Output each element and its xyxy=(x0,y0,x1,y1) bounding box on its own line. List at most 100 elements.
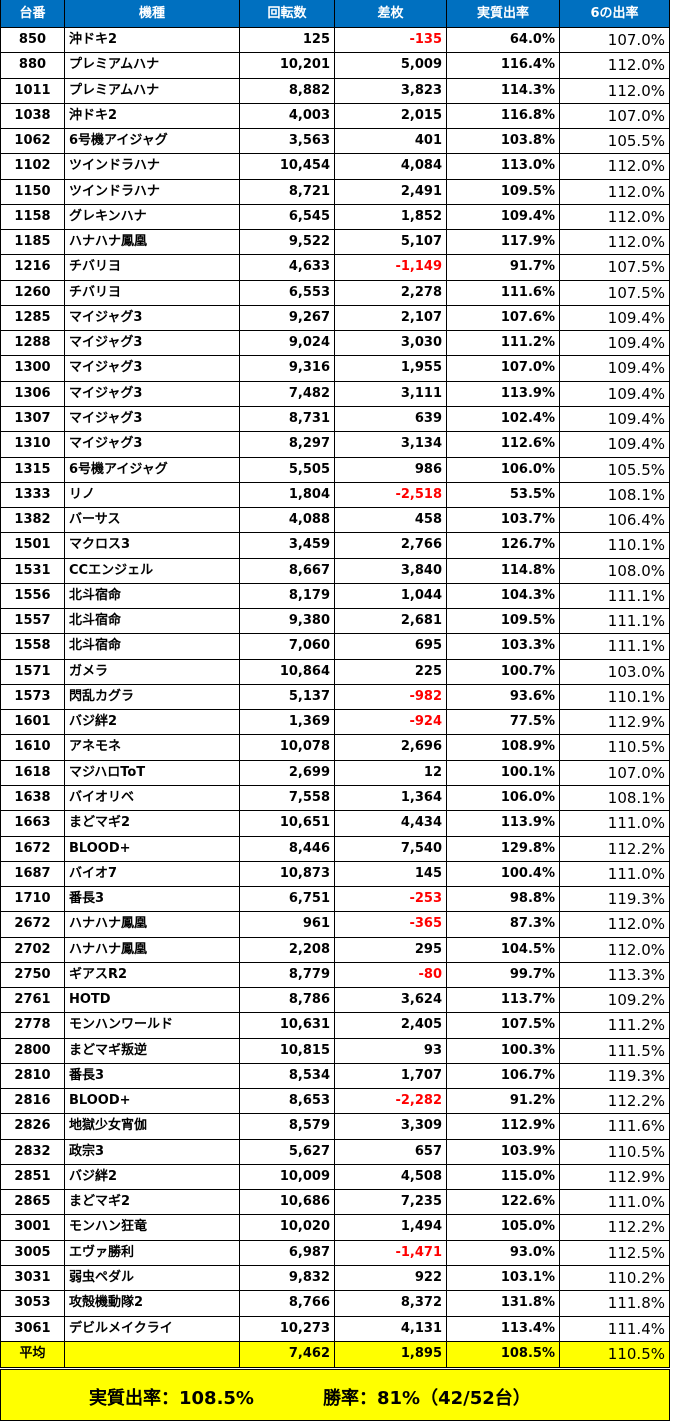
cell: 107.5% xyxy=(560,255,670,280)
cell: 112.0% xyxy=(560,154,670,179)
data-row: 3005 エヴァ勝利 6,987 -1,471 93.0% 112.5% xyxy=(0,1240,670,1267)
data-row: 1216 チバリヨ 4,633 -1,149 91.7% 107.5% xyxy=(0,255,670,281)
cell: 1185 xyxy=(0,230,65,255)
cell: 114.3% xyxy=(447,78,560,103)
cell: ギアスR2 xyxy=(65,962,240,988)
cell: CCエンジェル xyxy=(65,558,240,583)
cell: 107.0% xyxy=(560,103,670,129)
cell: ツインドラハナ xyxy=(65,179,240,204)
cell: 100.3% xyxy=(447,1038,560,1063)
cell: 113.0% xyxy=(447,154,560,179)
data-row: 3053 攻殻機動隊2 8,766 8,372 131.8% 111.8% xyxy=(0,1291,670,1317)
cell: 87.3% xyxy=(447,912,560,937)
cell: 113.4% xyxy=(447,1316,560,1341)
cell: 102.4% xyxy=(447,406,560,432)
cell: 77.5% xyxy=(447,710,560,735)
cell: 112.9% xyxy=(560,710,670,735)
cell: 2,015 xyxy=(335,103,447,129)
cell: 111.2% xyxy=(447,331,560,356)
cell: 4,434 xyxy=(335,811,447,836)
cell: 8,786 xyxy=(240,988,335,1013)
cell: 閃乱カグラ xyxy=(65,684,240,710)
cell: 9,380 xyxy=(240,609,335,634)
cell: 53.5% xyxy=(447,482,560,508)
cell: 10,201 xyxy=(240,53,335,78)
data-row: 1288 マイジャグ3 9,024 3,030 111.2% 109.4% xyxy=(0,331,670,357)
cell: 3,563 xyxy=(240,129,335,154)
cell: 8,579 xyxy=(240,1114,335,1139)
cell: 109.4% xyxy=(447,204,560,230)
cell: 2,208 xyxy=(240,937,335,962)
cell: 8,653 xyxy=(240,1089,335,1114)
cell: 112.0% xyxy=(560,912,670,937)
cell: 2702 xyxy=(0,937,65,962)
cell: 8,766 xyxy=(240,1291,335,1316)
cell: 93 xyxy=(335,1038,447,1063)
cell: 91.2% xyxy=(447,1089,560,1114)
cell: 1,707 xyxy=(335,1063,447,1089)
cell: 107.6% xyxy=(447,305,560,331)
cell: 1102 xyxy=(0,154,65,179)
cell: 10,009 xyxy=(240,1164,335,1190)
cell: 2816 xyxy=(0,1089,65,1114)
cell: 112.0% xyxy=(560,78,670,103)
cell: 93.0% xyxy=(447,1240,560,1266)
cell: 2,681 xyxy=(335,609,447,634)
data-row: 1687 バイオ7 10,873 145 100.4% 111.0% xyxy=(0,861,670,888)
cell: ハナハナ鳳凰 xyxy=(65,937,240,962)
cell: 103.8% xyxy=(447,129,560,154)
cell: 105.5% xyxy=(560,457,670,482)
cell: 沖ドキ2 xyxy=(65,103,240,129)
data-row: 1158 グレキンハナ 6,545 1,852 109.4% 112.0% xyxy=(0,204,670,231)
cell: 8,372 xyxy=(335,1291,447,1316)
cell: 1158 xyxy=(0,204,65,230)
cell: 110.2% xyxy=(560,1266,670,1291)
data-row: 1571 ガメラ 10,864 225 100.7% 103.0% xyxy=(0,659,670,685)
data-row: 2702 ハナハナ鳳凰 2,208 295 104.5% 112.0% xyxy=(0,937,670,963)
cell: 111.1% xyxy=(560,583,670,609)
cell: -2,282 xyxy=(335,1089,447,1114)
cell: 112.6% xyxy=(447,432,560,457)
cell: 5,137 xyxy=(240,684,335,710)
cell: 2778 xyxy=(0,1013,65,1038)
cell: 1531 xyxy=(0,558,65,583)
cell: 2,278 xyxy=(335,280,447,305)
cell: 109.2% xyxy=(560,988,670,1013)
data-row: 2778 モンハンワールド 10,631 2,405 107.5% 111.2% xyxy=(0,1013,670,1039)
cell xyxy=(65,1341,240,1367)
cell: 台番 xyxy=(0,0,65,27)
cell: バジ絆2 xyxy=(65,1164,240,1190)
cell: 111.4% xyxy=(560,1316,670,1341)
cell: マイジャグ3 xyxy=(65,331,240,356)
rate-summary: 実質出率：108.5% xyxy=(89,1388,254,1409)
cell: 6の出率 xyxy=(560,0,670,27)
cell: 106.4% xyxy=(560,508,670,533)
cell: 112.9% xyxy=(560,1164,670,1190)
cell: 126.7% xyxy=(447,533,560,558)
cell: 8,721 xyxy=(240,179,335,204)
cell: 111.5% xyxy=(560,1038,670,1063)
cell: BLOOD+ xyxy=(65,836,240,861)
cell: 4,088 xyxy=(240,508,335,533)
cell: 1216 xyxy=(0,255,65,280)
data-row: 1556 北斗宿命 8,179 1,044 104.3% 111.1% xyxy=(0,583,670,610)
cell: 111.1% xyxy=(560,634,670,659)
cell: 5,009 xyxy=(335,53,447,78)
cell: 1315 xyxy=(0,457,65,482)
cell: 2761 xyxy=(0,988,65,1013)
cell: 119.3% xyxy=(560,1063,670,1089)
cell: マクロス3 xyxy=(65,533,240,558)
cell: 1710 xyxy=(0,887,65,912)
cell: 1038 xyxy=(0,103,65,129)
cell: 1150 xyxy=(0,179,65,204)
cell: 9,522 xyxy=(240,230,335,255)
cell: 9,316 xyxy=(240,356,335,381)
cell: 117.9% xyxy=(447,230,560,255)
data-row: 880 プレミアムハナ 10,201 5,009 116.4% 112.0% xyxy=(0,53,670,79)
cell: 108.1% xyxy=(560,785,670,811)
cell: チバリヨ xyxy=(65,280,240,305)
cell: 106.7% xyxy=(447,1063,560,1089)
cell: 2810 xyxy=(0,1063,65,1089)
cell: 3,134 xyxy=(335,432,447,457)
